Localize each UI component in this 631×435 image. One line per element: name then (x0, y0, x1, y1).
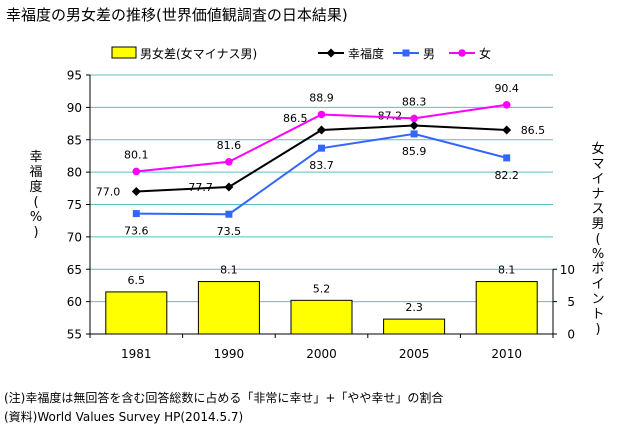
data-label-幸福度: 87.2 (378, 110, 403, 123)
data-label-幸福度: 77.7 (188, 181, 213, 194)
point-幸福度 (131, 187, 141, 197)
y-axis-label-char: ( (33, 195, 39, 210)
y2-axis-label-char: ス (591, 202, 605, 217)
point-幸福度 (224, 182, 234, 192)
gap-bar-label: 8.1 (220, 264, 238, 277)
data-label-女: 80.1 (124, 148, 149, 161)
y-axis-label-char: 幸 (29, 150, 43, 165)
y2-axis-label-char: % (591, 247, 605, 262)
y2-axis-label-char: 女 (591, 142, 605, 157)
y-tick-label: 85 (67, 133, 82, 147)
y-tick-label: 95 (67, 69, 82, 83)
y-axis-label-char: % (29, 210, 43, 225)
y-tick-label: 65 (67, 263, 82, 277)
y-tick-label: 75 (67, 198, 82, 212)
gap-bar (197, 281, 260, 335)
x-tick-label: 2010 (491, 347, 522, 361)
gap-bar-label: 6.5 (128, 274, 146, 287)
data-label-男: 83.7 (309, 159, 334, 172)
data-label-幸福度: 86.5 (283, 112, 308, 125)
point-女 (132, 167, 141, 176)
y-axis-label-char: 度 (29, 180, 43, 195)
point-幸福度 (502, 125, 512, 135)
y2-tick-label: 0 (567, 328, 575, 342)
y2-axis-label-char: イ (591, 172, 605, 187)
data-label-男: 82.2 (494, 169, 519, 182)
point-女 (410, 114, 418, 123)
legend-label-幸福度: 幸福度 (348, 46, 384, 61)
y2-axis-label-char: ( (595, 232, 601, 247)
data-label-女: 88.9 (309, 91, 334, 104)
data-label-男: 73.5 (217, 225, 242, 238)
point-幸福度 (317, 125, 326, 135)
note-line: (注)幸福度は無回答を含む回答総数に占める「非常に幸せ」+「やや幸せ」の割合 (4, 391, 444, 405)
legend-label-bars: 男女差(女マイナス男) (140, 46, 257, 61)
y-axis-label-char: ) (33, 225, 39, 240)
gap-bar-label: 5.2 (313, 282, 331, 295)
point-男 (318, 144, 325, 152)
point-女 (225, 157, 233, 166)
x-tick-label: 1981 (121, 347, 152, 361)
y2-axis-label-char: ン (591, 292, 605, 307)
data-label-男: 73.6 (124, 225, 149, 238)
x-tick-label: 2005 (399, 347, 430, 361)
x-tick-label: 2000 (306, 347, 337, 361)
y-tick-label: 70 (67, 230, 82, 244)
y2-tick-label: 10 (560, 263, 575, 277)
gap-bar-label: 8.1 (498, 264, 516, 277)
legend-marker-幸福度 (326, 48, 336, 58)
y2-axis-label-char: イ (591, 277, 605, 292)
data-label-女: 88.3 (402, 95, 427, 108)
gap-bar (105, 291, 168, 335)
notes: (注)幸福度は無回答を含む回答総数に占める「非常に幸せ」+「やや幸せ」の割合 (… (4, 389, 443, 427)
y2-axis-label-char: ナ (591, 187, 605, 202)
y-tick-label: 55 (67, 328, 82, 342)
data-label-男: 85.9 (402, 145, 427, 158)
gap-bar (475, 281, 538, 335)
data-label-女: 90.4 (494, 82, 519, 95)
chart-title: 幸福度の男女差の推移(世界価値観調査の日本結果) (6, 6, 348, 24)
point-男 (410, 130, 418, 138)
legend-marker-男 (402, 49, 410, 57)
point-男 (503, 154, 511, 162)
legend-swatch-bars (111, 46, 137, 59)
gap-bar (383, 318, 446, 335)
y2-axis-label-char: 男 (591, 217, 605, 232)
point-女 (502, 100, 511, 109)
point-男 (132, 210, 140, 218)
data-label-幸福度: 86.5 (521, 124, 546, 137)
y2-axis-label-char: ト (591, 307, 605, 322)
point-女 (317, 110, 326, 119)
point-幸福度 (409, 121, 419, 131)
gap-bar (290, 299, 353, 335)
x-tick-label: 1990 (214, 347, 245, 361)
source-line: (資料)World Values Survey HP(2014.5.7) (4, 410, 244, 424)
y2-axis-label: 女マイナス男(% ポイント) (590, 142, 606, 337)
legend-label-女: 女 (479, 46, 491, 61)
data-label-女: 81.6 (217, 139, 242, 152)
point-男 (225, 210, 233, 218)
y2-axis-label-char: ) (595, 322, 601, 337)
y2-tick-label: 5 (567, 295, 575, 309)
y-tick-label: 80 (67, 166, 82, 180)
data-label-幸福度: 77.0 (96, 186, 121, 199)
gap-bar-label: 2.3 (405, 301, 423, 314)
legend-marker-女 (458, 49, 466, 57)
y-tick-label: 90 (67, 101, 82, 115)
y-axis-label-char: 福 (29, 165, 43, 180)
y-axis-label: 幸福度(%) (28, 150, 44, 240)
y2-axis-label-char: マ (591, 157, 605, 172)
legend-label-男: 男 (423, 47, 435, 61)
y2-axis-label-char: ポ (591, 262, 605, 277)
y-tick-label: 60 (67, 295, 82, 309)
